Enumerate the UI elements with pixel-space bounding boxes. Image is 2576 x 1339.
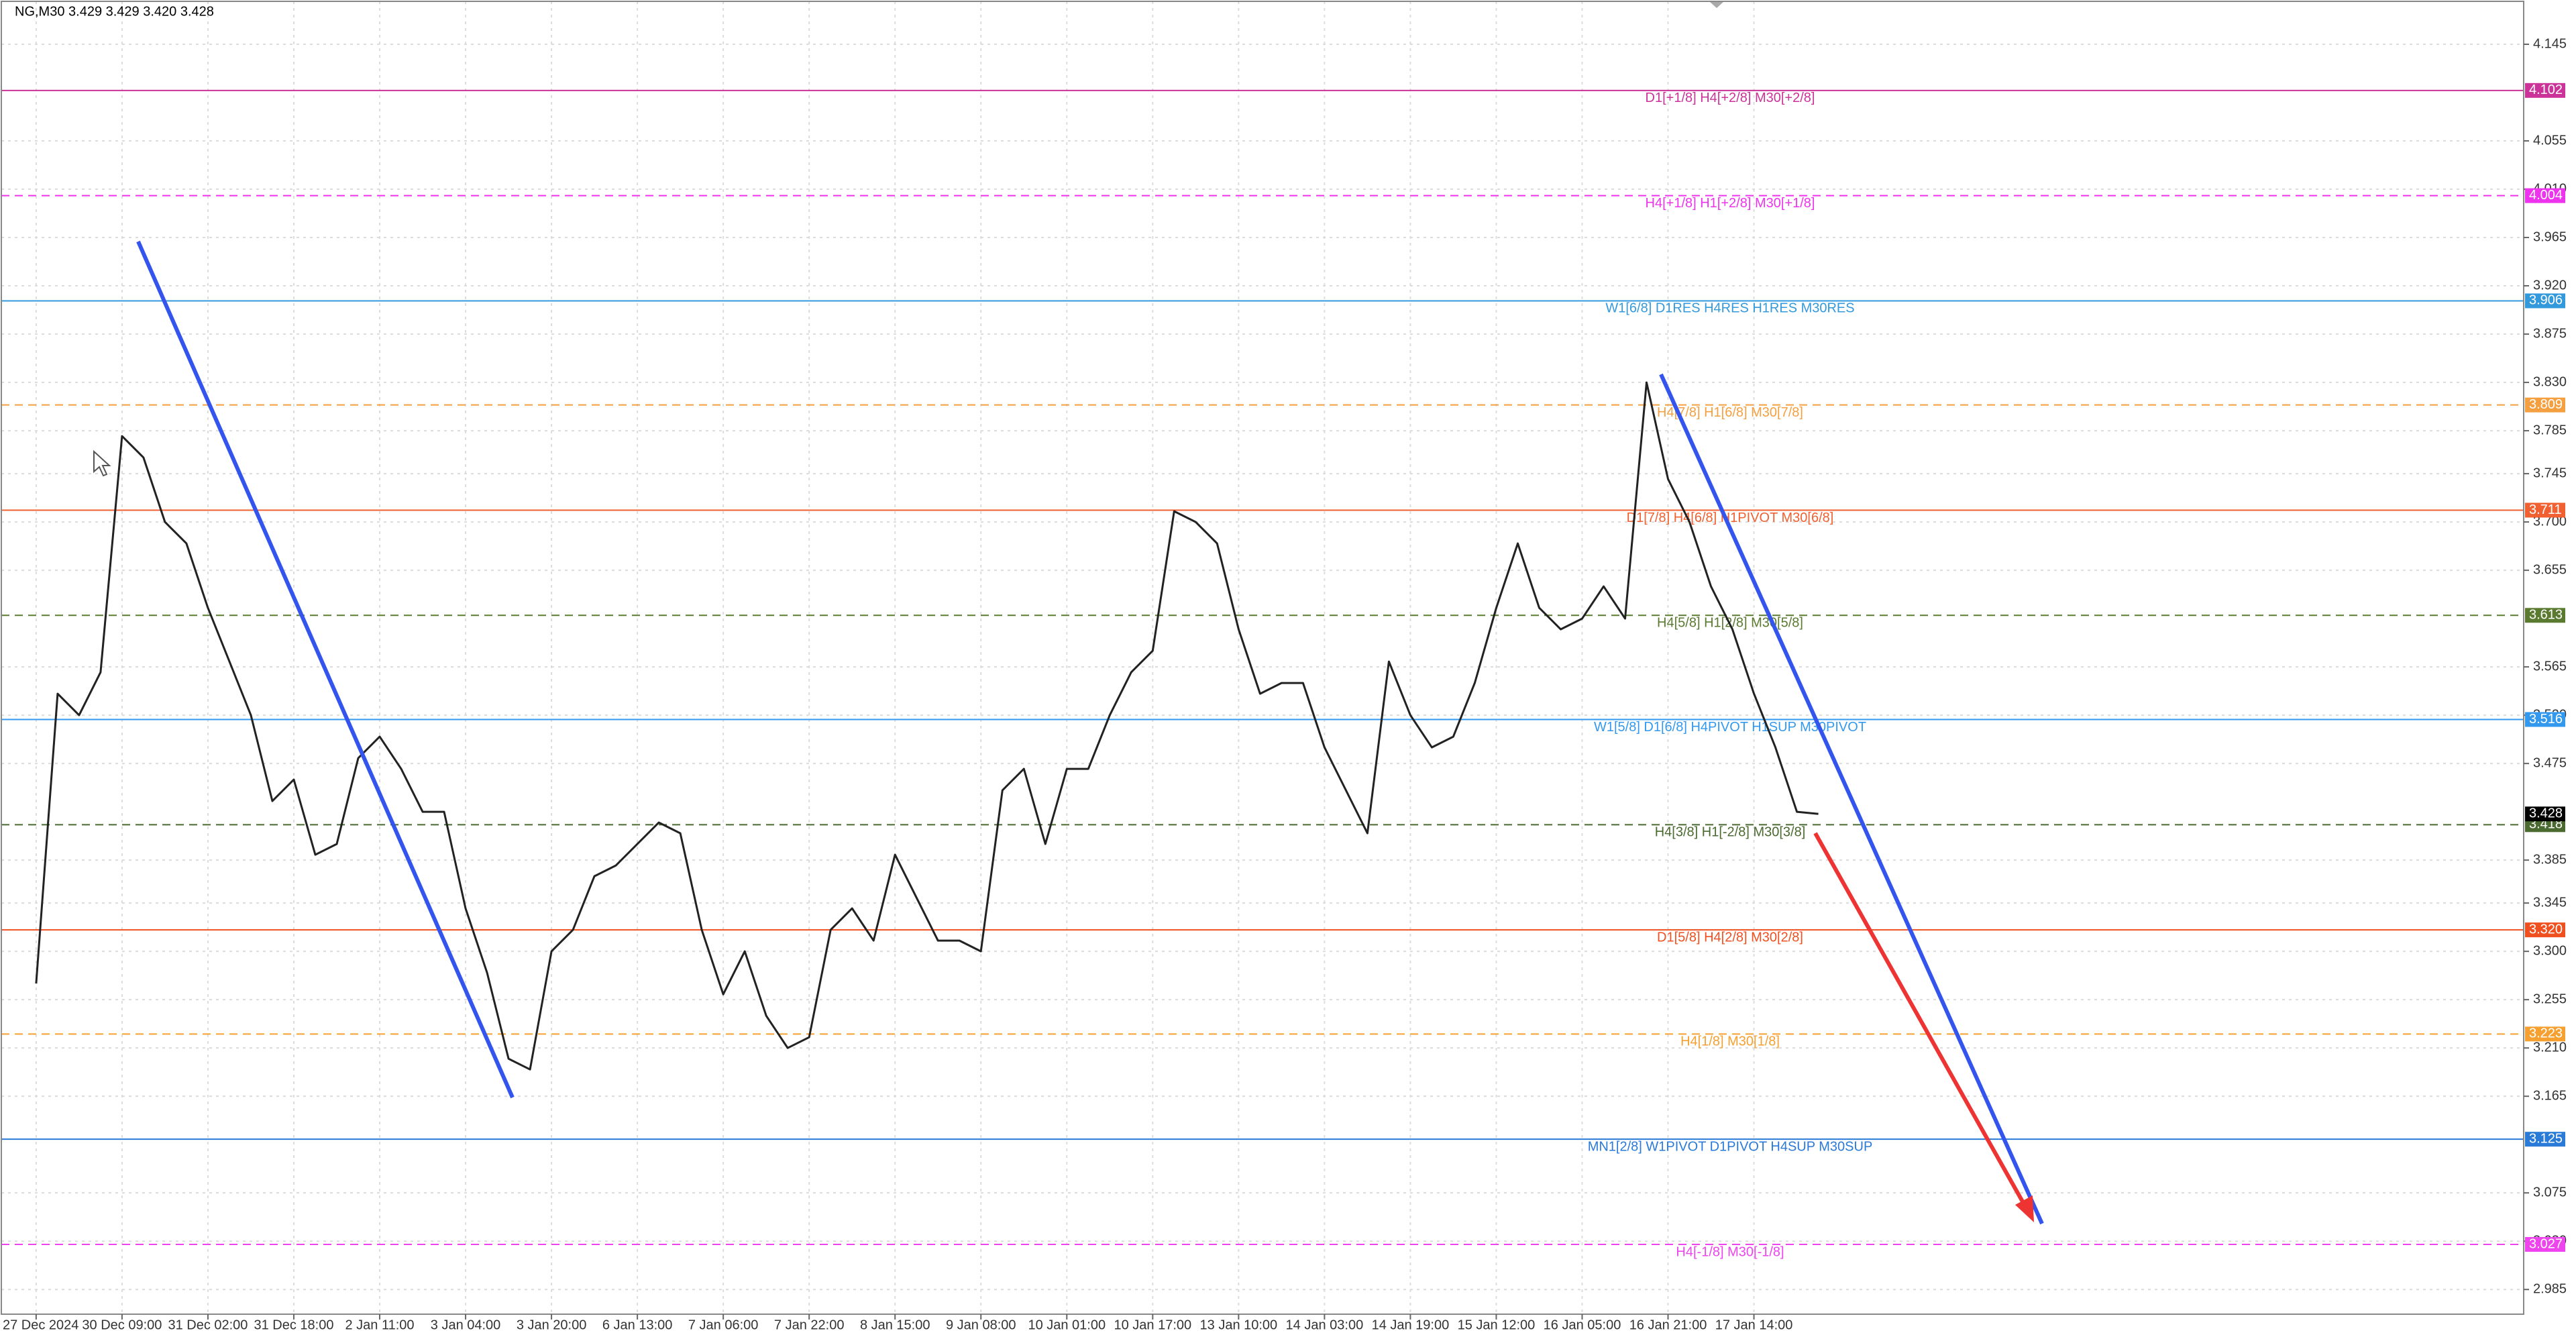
last-price-tag: [2525, 806, 2565, 822]
y-tick-label: 3.075: [2533, 1185, 2567, 1199]
level-label: H4[1/8] M30[1/8]: [1680, 1034, 1780, 1049]
x-tick-label: 30 Dec 09:00: [82, 1318, 162, 1332]
trend-line: [136, 240, 515, 1099]
x-tick-label: 7 Jan 06:00: [688, 1318, 759, 1332]
level-label: MN1[2/8] W1PIVOT D1PIVOT H4SUP M30SUP: [1588, 1139, 1873, 1154]
y-tick-label: 3.565: [2533, 659, 2567, 674]
levels: D1[+1/8] H4[+2/8] M30[+2/8] H4[+1/8] H1[+…: [1, 89, 2524, 1259]
x-tick-label: 7 Jan 22:00: [774, 1318, 845, 1332]
level-tag-label: 3.027: [2529, 1236, 2563, 1251]
level-tag: [2525, 397, 2565, 413]
level-tag: [2525, 1236, 2565, 1252]
level-tag: [2525, 922, 2565, 938]
y-tick-label: 3.875: [2533, 326, 2567, 341]
x-tick-label: 31 Dec 02:00: [168, 1318, 248, 1332]
shift-marker: [1709, 1, 1724, 8]
y-tick-label: 3.210: [2533, 1040, 2567, 1055]
level-label: D1[7/8] H4[6/8] H1PIVOT M30[6/8]: [1627, 511, 1834, 525]
level-label: H4[3/8] H1[-2/8] M30[3/8]: [1655, 825, 1806, 840]
level-tag: [2525, 83, 2565, 98]
level-label: D1[5/8] H4[2/8] M30[2/8]: [1657, 930, 1803, 945]
x-tick-label: 14 Jan 19:00: [1372, 1318, 1450, 1332]
level-label: W1[6/8] D1RES H4RES H1RES M30RES: [1605, 301, 1854, 316]
level-tag-label: 3.906: [2529, 293, 2563, 308]
plot-frame: [1, 1, 2524, 1315]
x-tick-label: 2 Jan 11:00: [345, 1318, 414, 1332]
x-tick-label: 9 Jan 08:00: [946, 1318, 1016, 1332]
trend-line: [1659, 373, 2044, 1225]
level-tag-label: 3.613: [2529, 608, 2563, 623]
y-tick-label: 4.145: [2533, 36, 2567, 51]
level-tag-label: 3.320: [2529, 922, 2563, 936]
x-tick-label: 6 Jan 13:00: [602, 1318, 673, 1332]
level-tag: [2525, 293, 2565, 309]
level-label: D1[+1/8] H4[+2/8] M30[+2/8]: [1646, 91, 1815, 105]
x-tick-label: 14 Jan 03:00: [1286, 1318, 1364, 1332]
level-tag-label: 3.711: [2529, 502, 2562, 517]
x-tick-label: 3 Jan 20:00: [517, 1318, 587, 1332]
arrow-head: [2015, 1195, 2034, 1222]
last-price-label: 3.428: [2529, 806, 2563, 821]
y-tick-label: 3.745: [2533, 466, 2567, 480]
level-label: H4[+1/8] H1[+2/8] M30[+1/8]: [1646, 196, 1815, 211]
level-tag: [2525, 1026, 2565, 1042]
y-tick-label: 3.345: [2533, 895, 2567, 910]
y-tick-label: 2.985: [2533, 1281, 2567, 1296]
x-tick-label: 16 Jan 21:00: [1629, 1318, 1707, 1332]
x-tick-label: 13 Jan 10:00: [1200, 1318, 1278, 1332]
series: [35, 381, 1819, 1071]
grid: [1, 1, 2524, 1314]
level-tag: [2525, 1132, 2565, 1147]
level-tag-label: 3.809: [2529, 397, 2563, 412]
x-tick-label: 16 Jan 05:00: [1544, 1318, 1621, 1332]
x-tick-label: 17 Jan 14:00: [1715, 1318, 1793, 1332]
y-tick-label: 3.475: [2533, 755, 2567, 770]
y-tick-label: 3.700: [2533, 514, 2567, 529]
y-tick-label: 4.055: [2533, 133, 2567, 148]
x-tick-label: 31 Dec 18:00: [254, 1318, 333, 1332]
drawings: [93, 1, 2044, 1225]
y-tick-label: 3.385: [2533, 852, 2567, 867]
x-tick-label: 10 Jan 17:00: [1114, 1318, 1191, 1332]
level-tag-label: 3.516: [2529, 712, 2563, 727]
level-tag-label: 4.102: [2529, 83, 2563, 97]
x-tick-label: 3 Jan 04:00: [431, 1318, 501, 1332]
level-tag-label: 3.223: [2529, 1026, 2563, 1041]
y-tick-label: 3.300: [2533, 943, 2567, 958]
x-tick-label: 15 Jan 12:00: [1458, 1318, 1536, 1332]
y-tick-label: 3.165: [2533, 1088, 2567, 1103]
arrow-line: [1813, 832, 2028, 1209]
y-tick-label: 3.920: [2533, 278, 2567, 292]
chart-title: NG,M30 3.429 3.429 3.420 3.428: [15, 4, 214, 19]
level-tag: [2525, 608, 2565, 623]
cursor: [93, 449, 111, 477]
level-label: H4[-1/8] M30[-1/8]: [1676, 1244, 1784, 1259]
level-tag: [2525, 712, 2565, 727]
price-line: [35, 381, 1819, 1071]
y-tick-label: 3.965: [2533, 229, 2567, 244]
y-tick-label: 3.655: [2533, 562, 2567, 577]
x-tick-label: 10 Jan 01:00: [1028, 1318, 1106, 1332]
x-tick-label: 27 Dec 2024: [3, 1318, 78, 1332]
y-tick-label: 3.785: [2533, 423, 2567, 437]
level-tag: [2525, 188, 2565, 203]
level-label: W1[5/8] D1[6/8] H4PIVOT H1SUP M30PIVOT: [1594, 720, 1866, 735]
y-tick-label: 3.830: [2533, 374, 2567, 389]
x-tick-label: 8 Jan 15:00: [860, 1318, 930, 1332]
level-label: H4[7/8] H1[6/8] M30[7/8]: [1657, 405, 1803, 420]
level-tag: [2525, 502, 2565, 518]
y-tick-label: 3.255: [2533, 992, 2567, 1006]
level-tag-label: 4.004: [2529, 188, 2563, 203]
level-tag-label: 3.125: [2529, 1131, 2563, 1146]
